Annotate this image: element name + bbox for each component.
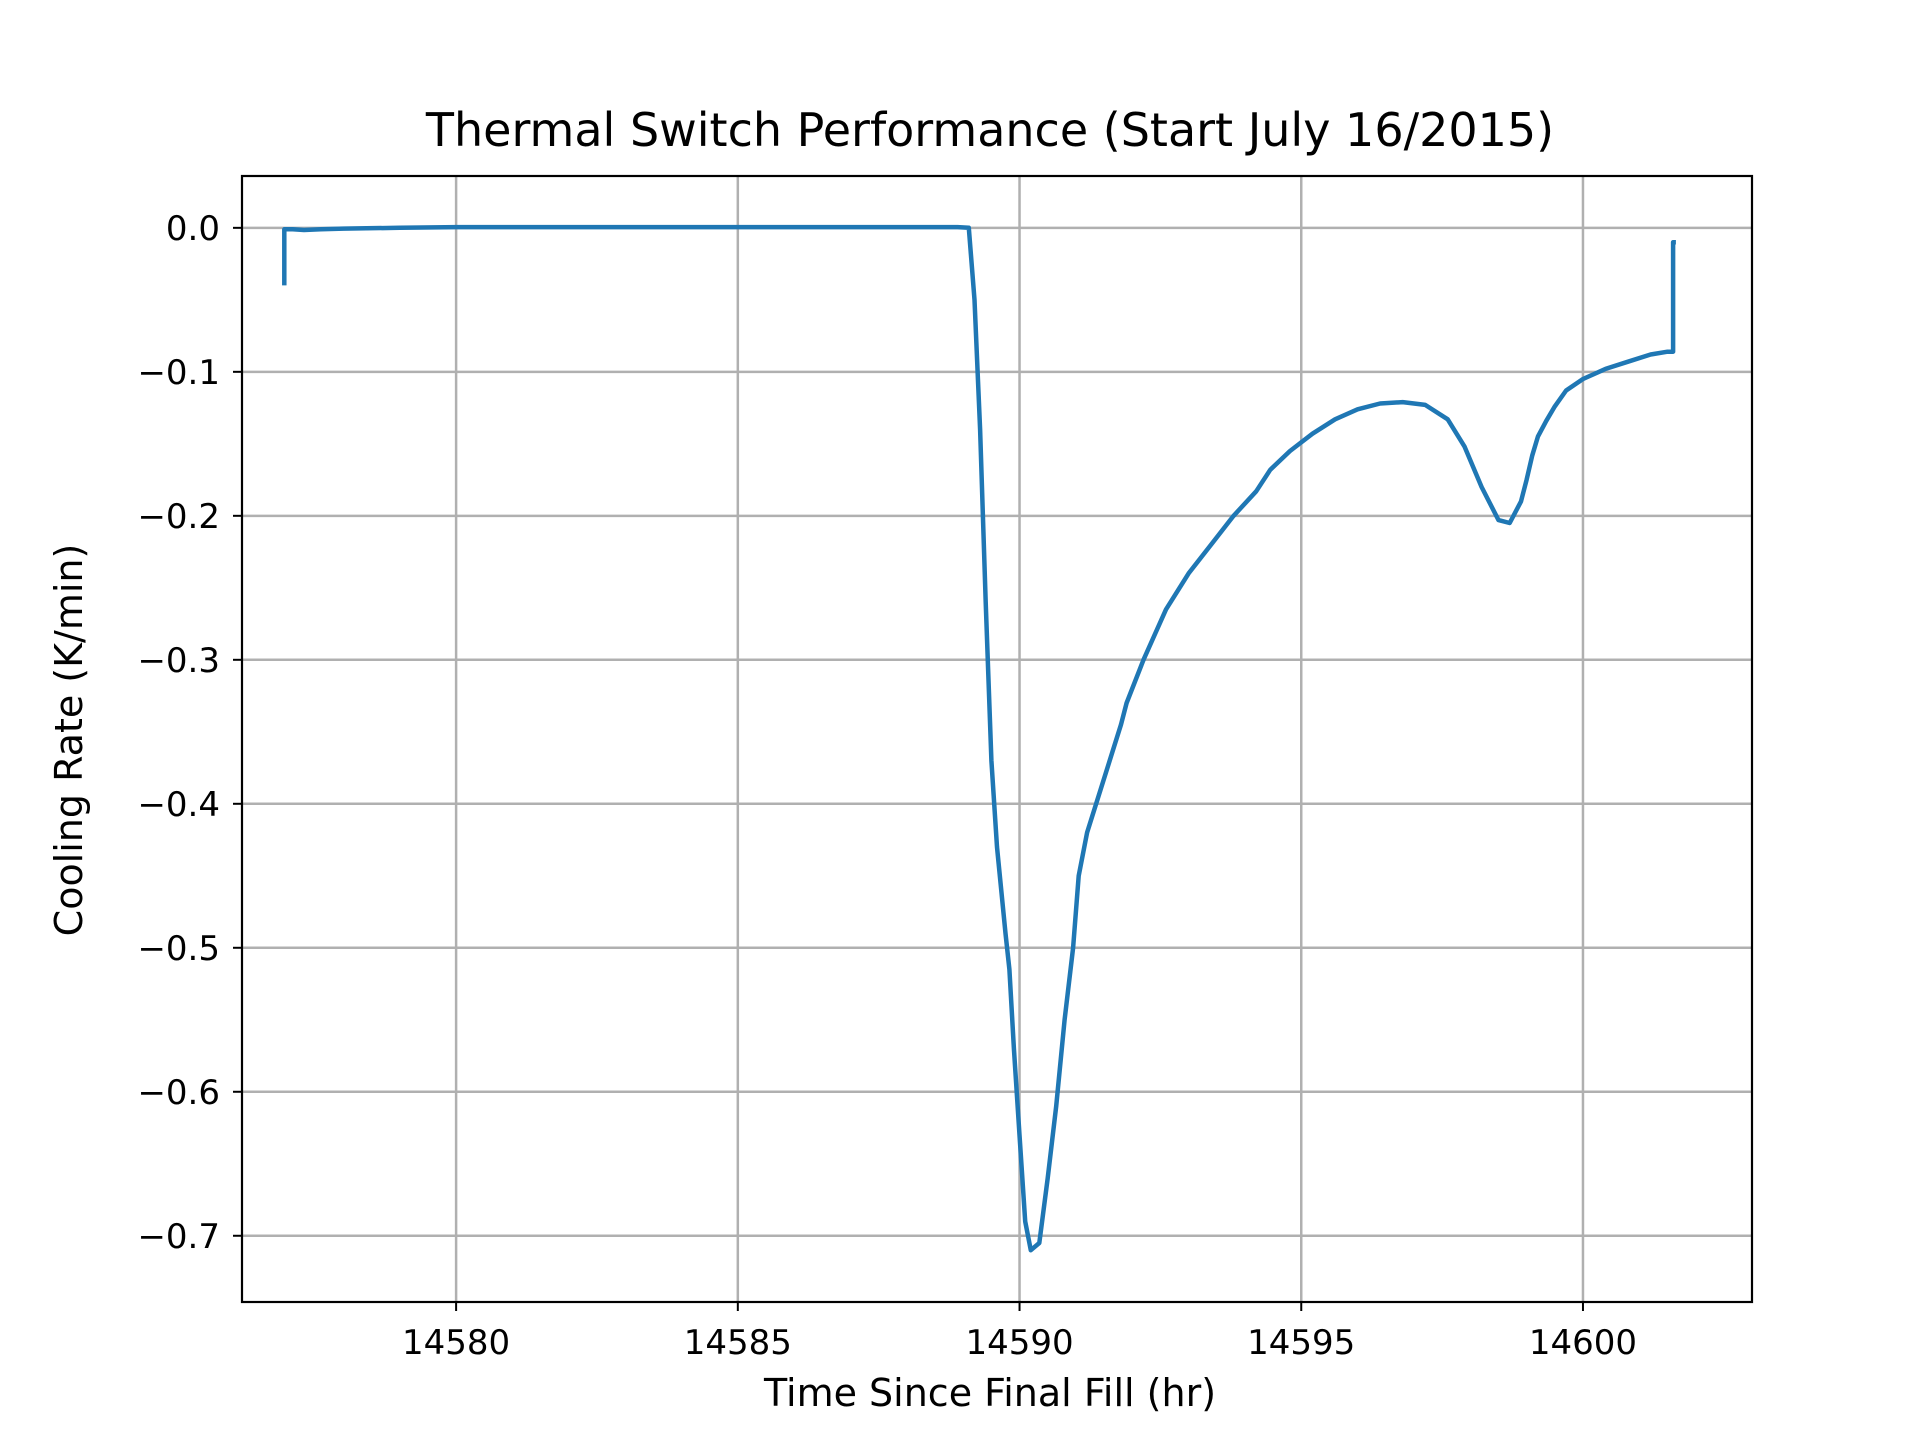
x-tick-label: 14585 <box>684 1323 792 1363</box>
x-tick-label: 14590 <box>965 1323 1073 1363</box>
y-axis-label: Cooling Rate (K/min) <box>47 544 91 937</box>
x-tick-label: 14595 <box>1247 1323 1355 1363</box>
plot-frame <box>240 174 1754 1304</box>
y-tick-label: −0.2 <box>137 497 220 537</box>
x-axis-label: Time Since Final Fill (hr) <box>763 1371 1216 1415</box>
y-tick-label: −0.5 <box>137 929 220 969</box>
x-tick-label: 14580 <box>402 1323 510 1363</box>
y-tick-label: −0.4 <box>137 785 220 825</box>
y-tick-label: −0.6 <box>137 1073 220 1113</box>
x-tick-label: 14600 <box>1529 1323 1637 1363</box>
y-tick-label: −0.7 <box>137 1217 220 1257</box>
axis-ticks: 14580 14585 14590 14595 14600 0.0 −0.1 −0.2 −0.3… <box>137 209 1637 1363</box>
y-tick-label: 0.0 <box>166 209 220 249</box>
series-line <box>282 224 1676 1253</box>
y-tick-label: −0.3 <box>137 641 220 681</box>
y-tick-label: −0.1 <box>137 353 220 393</box>
chart-title: Thermal Switch Performance (Start July 1… <box>425 103 1554 157</box>
series-layer <box>282 224 1676 1253</box>
